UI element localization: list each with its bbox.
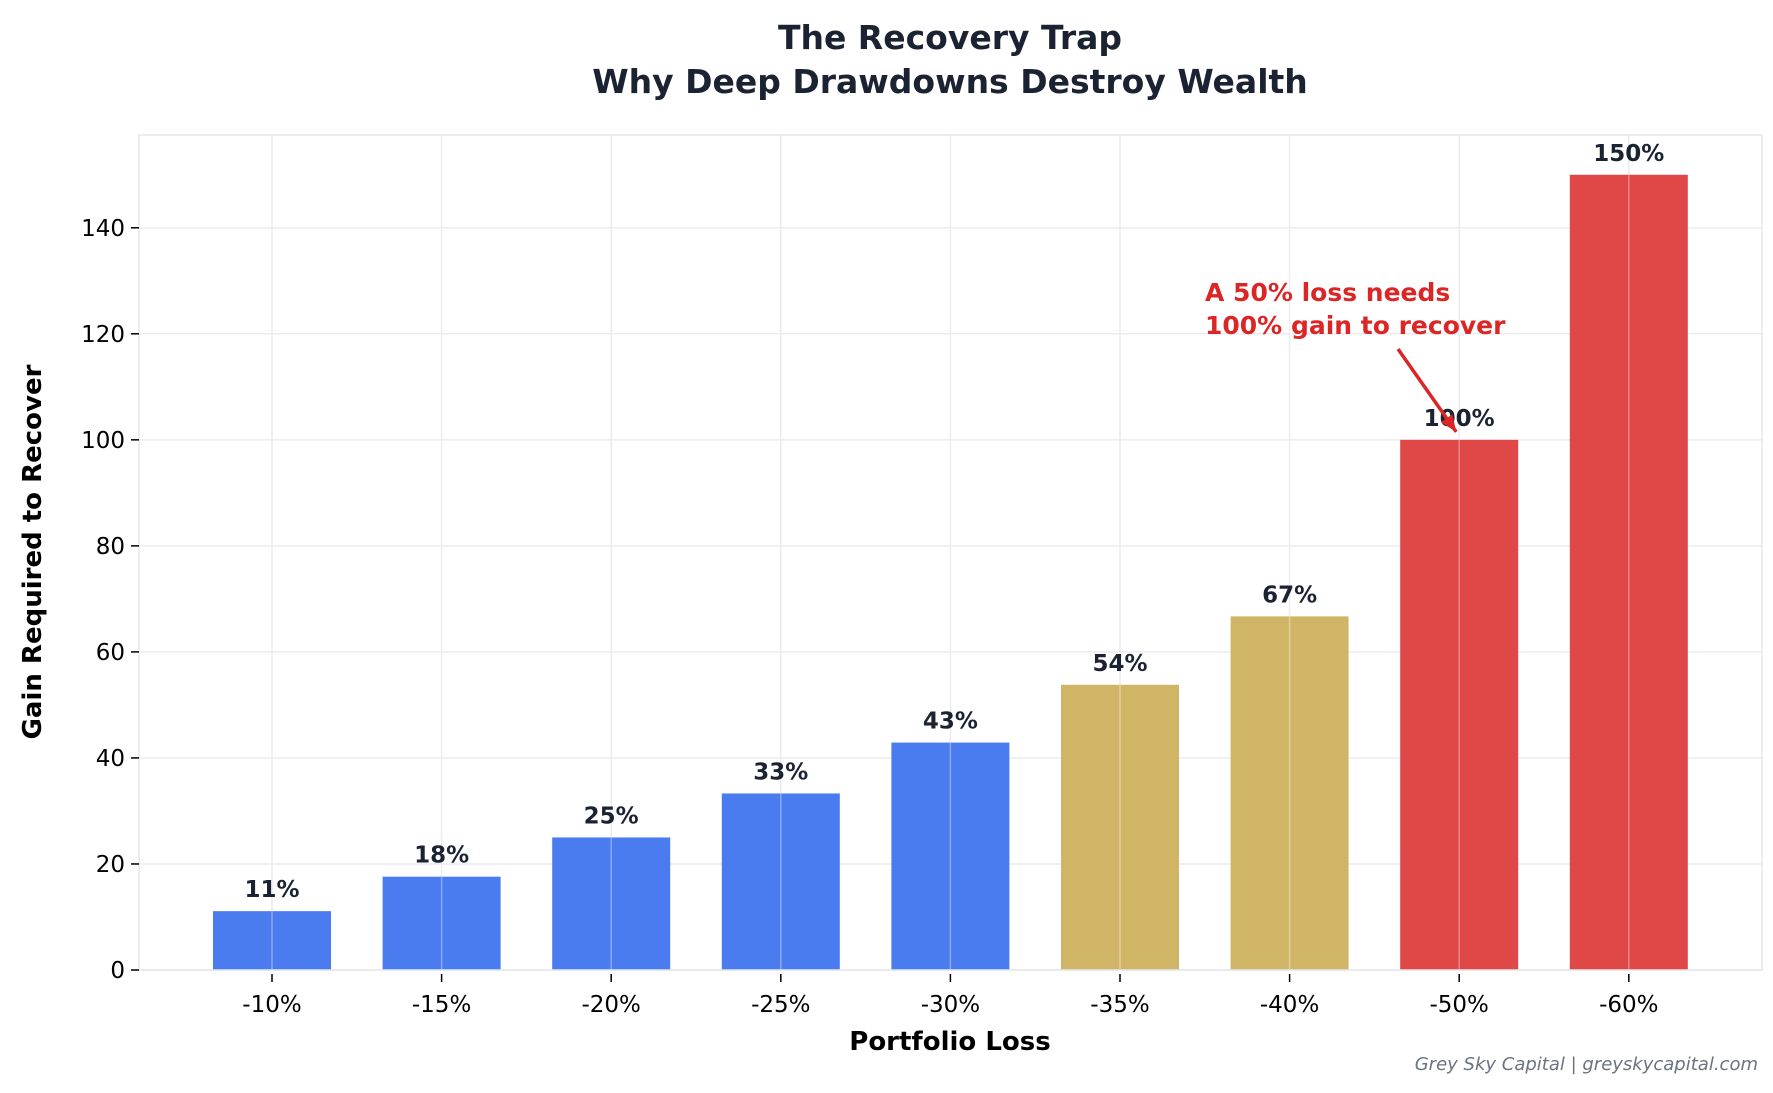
x-tick-label: -60% [1599, 992, 1658, 1018]
x-tick-label: -40% [1260, 992, 1319, 1018]
bar [1061, 684, 1179, 970]
x-tick-label: -35% [1090, 992, 1149, 1018]
bar [1230, 616, 1349, 970]
bar [552, 837, 671, 970]
x-tick-label: -15% [412, 992, 471, 1018]
bar [891, 742, 1010, 970]
y-tick-label: 0 [110, 958, 125, 984]
y-tick-label: 140 [81, 216, 125, 242]
y-tick-label: 120 [81, 322, 125, 348]
data-label: 18% [414, 843, 469, 869]
data-label: 100% [1424, 406, 1495, 432]
data-label: 67% [1262, 582, 1317, 608]
annotation-line2: 100% gain to recover [1205, 311, 1506, 340]
x-axis-label: Portfolio Loss [849, 1027, 1050, 1057]
y-axis-ticks: 0 20 40 60 80 100 120 140 [81, 216, 139, 984]
y-tick-label: 20 [96, 852, 125, 878]
vertical-grid [271, 174, 1630, 970]
chart-title-line1: The Recovery Trap [778, 18, 1122, 57]
y-tick-label: 80 [96, 534, 125, 560]
chart-title-line2: Why Deep Drawdowns Destroy Wealth [592, 62, 1308, 101]
annotation-line1: A 50% loss needs [1205, 278, 1450, 307]
y-axis-label: Gain Required to Recover [18, 364, 48, 739]
y-tick-label: 60 [96, 640, 125, 666]
data-label: 150% [1593, 141, 1664, 167]
arrow-head-icon [1440, 414, 1457, 432]
bar [721, 793, 840, 970]
bar [1569, 174, 1688, 970]
footer-credit: Grey Sky Capital | greyskycapital.com [1415, 1054, 1758, 1075]
x-tick-label: -30% [921, 992, 980, 1018]
bar [213, 911, 331, 970]
data-label: 43% [923, 709, 978, 735]
annotation-arrow [1396, 347, 1458, 433]
y-tick-label: 40 [96, 746, 125, 772]
x-tick-label: -20% [581, 992, 640, 1018]
arrow-shaft [1396, 347, 1458, 433]
data-label: 25% [584, 803, 639, 829]
x-tick-label: -25% [751, 992, 810, 1018]
y-tick-label: 100 [81, 428, 125, 454]
bar [1400, 439, 1519, 970]
data-label: 54% [1092, 651, 1147, 677]
x-axis-ticks: -10% -15% -20% -25% -30% -35% -40% -50% -60% [242, 974, 1659, 1018]
bars [213, 174, 1688, 970]
data-label: 11% [244, 877, 299, 903]
value-labels: 11% 18% 25% 33% 43% 54% 67% 100% 150% [244, 141, 1664, 903]
x-tick-label: -50% [1429, 992, 1488, 1018]
data-label: 33% [753, 759, 808, 785]
bar [382, 876, 501, 970]
plot-frame [138, 134, 1763, 971]
x-tick-label: -10% [242, 992, 301, 1018]
